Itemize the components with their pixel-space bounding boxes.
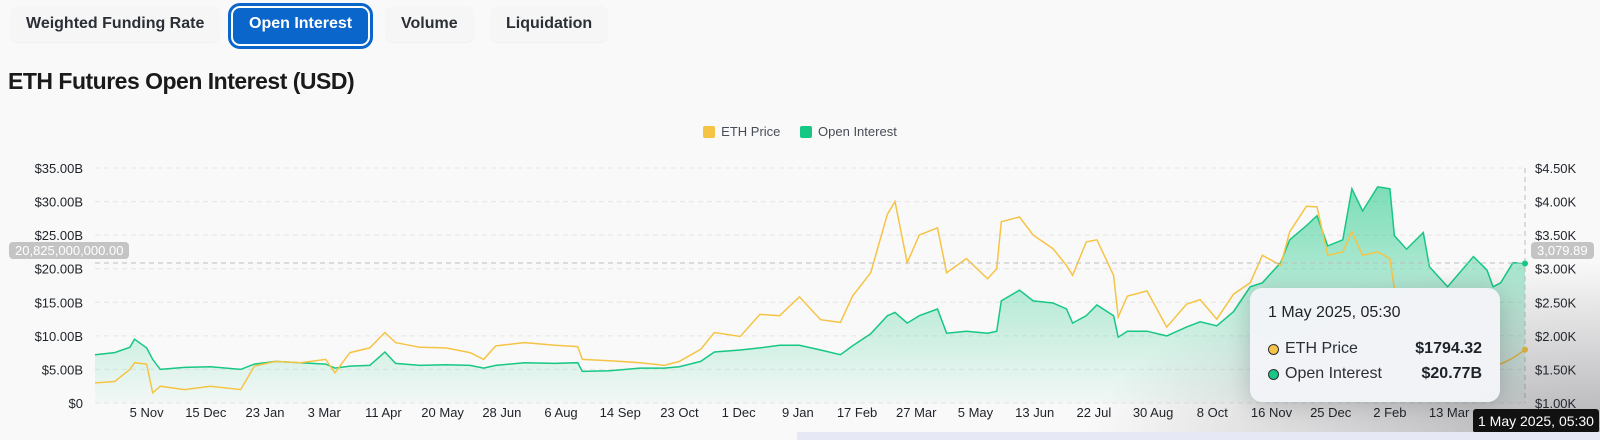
legend: ETH Price Open Interest (0, 124, 1600, 141)
tooltip-label: Open Interest (1285, 365, 1382, 382)
y-left-tick-label: $35.00B (35, 161, 83, 176)
eth-price-line (94, 199, 1526, 395)
legend-label: Open Interest (818, 124, 897, 139)
x-tick-label: 6 Aug (544, 405, 577, 420)
eth-price-marker (1522, 346, 1528, 353)
y-left-tick-label: $15.00B (35, 295, 83, 310)
x-tick-label: 13 Mar (1429, 405, 1470, 420)
x-tick-label: 17 Feb (837, 405, 877, 420)
x-tick-label: 15 Dec (185, 405, 227, 420)
y-left-tick-label: $30.00B (35, 195, 83, 210)
tab-weighted-funding-rate[interactable]: Weighted Funding Rate (10, 6, 221, 42)
x-tick-label: 28 Jun (482, 405, 521, 420)
crosshair-right-value: 3,079.89 (1531, 242, 1594, 259)
tooltip-row-open-interest: Open Interest $20.77B (1268, 365, 1482, 383)
y-left-tick-label: $10.00B (35, 329, 83, 344)
tooltip-value: $20.77B (1421, 365, 1483, 382)
crosshair-date-label: 1 May 2025, 05:30 (1473, 409, 1599, 433)
tooltip-label: ETH Price (1285, 340, 1358, 357)
y-left-tick-label: $25.00B (35, 228, 83, 243)
eth-price-dot-icon (1268, 343, 1279, 355)
x-tick-label: 2 Feb (1373, 405, 1406, 420)
legend-item-open-interest[interactable]: Open Interest (800, 124, 897, 139)
y-right-tick-label: $4.00K (1535, 195, 1577, 210)
x-tick-label: 9 Jan (782, 405, 814, 420)
x-tick-label: 5 Nov (130, 405, 164, 420)
y-left-tick-label: $20.00B (35, 262, 83, 277)
legend-label: ETH Price (721, 124, 781, 139)
open-interest-marker (1522, 260, 1528, 267)
x-tick-label: 23 Oct (660, 405, 699, 420)
open-interest-area (95, 186, 1525, 403)
tab-liquidation[interactable]: Liquidation (490, 6, 609, 42)
x-tick-label: 20 May (421, 405, 464, 420)
y-right-tick-label: $4.50K (1535, 161, 1577, 176)
y-right-tick-label: $3.50K (1535, 228, 1577, 243)
tooltip: 1 May 2025, 05:30 ETH Price $1794.32 Ope… (1250, 288, 1500, 402)
x-tick-label: 30 Aug (1133, 405, 1174, 420)
y-left-tick-label: $0 (69, 396, 83, 411)
x-tick-label: 23 Jan (245, 405, 284, 420)
tooltip-date: 1 May 2025, 05:30 (1268, 304, 1401, 321)
y-right-tick-label: $2.00K (1535, 329, 1577, 344)
y-right-tick-label: $2.50K (1535, 295, 1577, 310)
y-right-tick-label: $1.00K (1535, 396, 1577, 411)
y-right-tick-label: $3.00K (1535, 262, 1577, 277)
bottom-strip (797, 432, 1600, 440)
y-right-tick-label: $1.50K (1535, 362, 1577, 377)
open-interest-swatch-icon (800, 125, 813, 138)
x-axis: 5 Nov 15 Dec 23 Jan 3 Mar 11 Apr 20 May 28 Jun… (130, 405, 1470, 420)
x-tick-label: 3 Mar (308, 405, 342, 420)
x-tick-label: 22 Jul (1077, 405, 1112, 420)
x-tick-label: 14 Sep (600, 405, 641, 420)
open-interest-dot-icon (1268, 368, 1279, 380)
y-left-tick-label: $5.00B (42, 362, 83, 377)
x-tick-label: 8 Oct (1197, 405, 1228, 420)
tab-open-interest[interactable]: Open Interest (227, 3, 374, 49)
x-tick-label: 1 Dec (722, 405, 756, 420)
eth-price-swatch-icon (703, 125, 716, 138)
x-tick-label: 25 Dec (1310, 405, 1352, 420)
x-tick-label: 27 Mar (896, 405, 937, 420)
x-tick-label: 16 Nov (1251, 405, 1293, 420)
tab-volume[interactable]: Volume (385, 6, 474, 42)
open-interest-line (94, 185, 1526, 373)
chart-title: ETH Futures Open Interest (USD) (8, 68, 355, 94)
right-axis: $1.00K $1.50K $2.00K $2.50K $3.00K $3.50K $4.0… (1535, 161, 1577, 411)
x-tick-label: 5 May (958, 405, 994, 420)
left-axis: $0 $5.00B $10.00B $15.00B $20.00B $25.00B $30.… (35, 161, 83, 411)
x-tick-label: 11 Apr (365, 405, 402, 420)
x-tick-label: 13 Jun (1015, 405, 1054, 420)
tooltip-row-eth-price: ETH Price $1794.32 (1268, 340, 1482, 358)
crosshair-left-value: 20,825,000,000.00 (9, 242, 130, 259)
tooltip-value: $1794.32 (1415, 340, 1482, 357)
legend-item-eth-price[interactable]: ETH Price (703, 124, 780, 139)
